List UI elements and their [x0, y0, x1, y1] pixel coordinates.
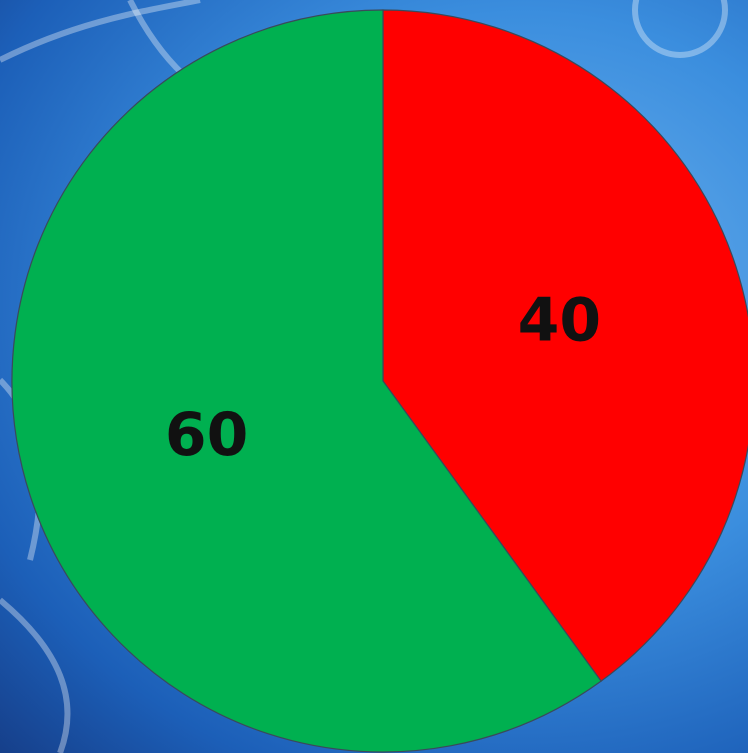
- data-label: 40: [518, 285, 602, 355]
- data-label: 60: [165, 400, 249, 470]
- pie-slice: [382, 9, 748, 682]
- pie-slice: [11, 9, 602, 753]
